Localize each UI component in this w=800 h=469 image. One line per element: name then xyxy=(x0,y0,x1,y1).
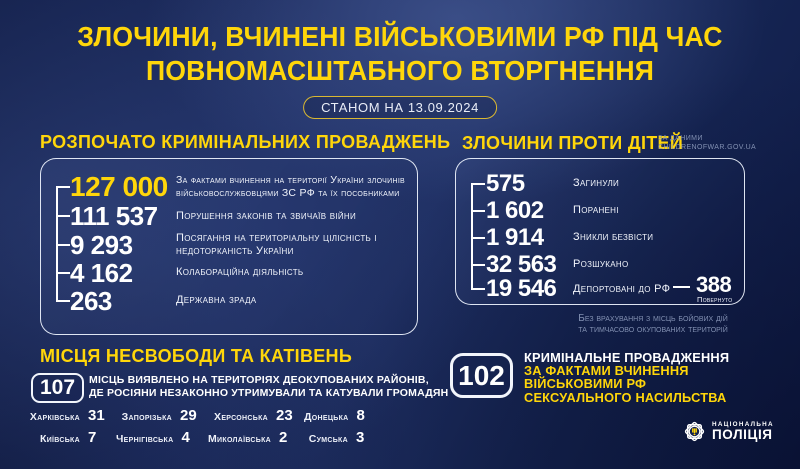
region-value: 29 xyxy=(180,407,197,424)
page-title-line1: ЗЛОЧИНИ, ВЧИНЕНІ ВІЙСЬКОВИМИ РФ ПІД ЧАС xyxy=(77,21,723,52)
as-of-date-badge: СТАНОМ НА 13.09.2024 xyxy=(303,96,497,119)
stat-label: Посягання на територіальну цілісність і … xyxy=(176,232,377,257)
proceedings-box: 127 000 111 537 9 293 4 162 263 За факта… xyxy=(40,158,418,335)
region-value: 3 xyxy=(356,429,365,446)
region-stat: Миколаївська 2 xyxy=(208,429,304,449)
bracket-tick xyxy=(471,210,485,212)
sexual-violence-text: КРИМІНАЛЬНЕ ПРОВАДЖЕННЯ ЗА ФАКТАМИ ВЧИНЕ… xyxy=(524,351,729,404)
bracket-tick xyxy=(471,264,485,266)
region-name: Київська xyxy=(40,433,80,445)
stat-value: 1 914 xyxy=(486,224,544,251)
region-stats-grid: Харківська 31 Запорізька 29 Херсонська 2… xyxy=(28,407,384,449)
region-name: Харківська xyxy=(29,411,80,423)
returned-label: Повернуто xyxy=(697,295,733,304)
region-value: 4 xyxy=(181,429,190,446)
bracket-tick xyxy=(471,183,485,185)
region-stat: Запорізька 29 xyxy=(116,407,208,427)
detention-description-line1: МІСЦЬ ВИЯВЛЕНО НА ТЕРИТОРІЯХ ДЕОКУПОВАНИ… xyxy=(89,374,429,386)
stat-value: 4 162 xyxy=(70,258,133,288)
bracket-tick xyxy=(56,244,70,246)
stat-value: 127 000 xyxy=(70,171,168,202)
stat-label: Депортовані до РФ xyxy=(573,283,671,295)
police-badge-icon xyxy=(683,420,706,443)
children-box: 575 1 602 1 914 32 563 19 546 Загинули П… xyxy=(455,158,745,305)
region-name: Херсонська xyxy=(214,411,268,423)
bracket-line xyxy=(56,186,58,301)
stat-label: Колабораційна діяльність xyxy=(176,266,304,278)
returned-value: 388 xyxy=(696,272,732,297)
sexual-violence-count-badge: 102 xyxy=(450,353,513,398)
sexual-violence-line2: ЗА ФАКТАМИ ВЧИНЕННЯ xyxy=(524,363,689,379)
region-value: 2 xyxy=(279,429,288,446)
children-footnote: Без врахування з місць бойових дій та ти… xyxy=(558,313,748,335)
region-stat: Донецька 8 xyxy=(304,407,384,427)
stat-value: 32 563 xyxy=(486,251,557,278)
detention-description-line2: ДЕ РОСІЯНИ НЕЗАКОННО УТРИМУВАЛИ ТА КАТУВ… xyxy=(89,386,449,399)
stat-label: Зникли безвісти xyxy=(573,231,654,243)
page-title: ЗЛОЧИНИ, ВЧИНЕНІ ВІЙСЬКОВИМИ РФ ПІД ЧАС … xyxy=(20,20,780,88)
stat-label: Державна зрада xyxy=(176,294,257,306)
region-value: 23 xyxy=(276,407,293,424)
region-stat: Херсонська 23 xyxy=(208,407,304,427)
stat-value: 9 293 xyxy=(70,230,133,260)
sexual-violence-line4: СЕКСУАЛЬНОГО НАСИЛЬСТВА xyxy=(524,389,727,405)
police-logo-line1: НАЦІОНАЛЬНА xyxy=(712,421,774,428)
children-footnote-line2: та тимчасово окупованих територій xyxy=(578,324,728,335)
children-source-line1: ЗА ДАНИМИ xyxy=(658,135,703,142)
bracket-tick xyxy=(56,215,70,217)
bracket-tick xyxy=(471,237,485,239)
bracket-tick xyxy=(56,272,70,274)
bracket-line xyxy=(471,183,473,290)
bracket-tick xyxy=(471,288,485,290)
region-stat: Харківська 31 xyxy=(28,407,116,427)
stat-label: Загинули xyxy=(573,177,620,189)
detention-description: МІСЦЬ ВИЯВЛЕНО НА ТЕРИТОРІЯХ ДЕОКУПОВАНИ… xyxy=(89,374,448,400)
region-name: Донецька xyxy=(304,411,349,423)
region-value: 8 xyxy=(356,407,365,424)
children-footnote-line1: Без врахування з місць бойових дій xyxy=(578,313,728,324)
police-logo: НАЦІОНАЛЬНА ПОЛІЦІЯ xyxy=(683,420,774,443)
region-name: Сумська xyxy=(308,433,348,445)
region-name: Миколаївська xyxy=(208,433,272,445)
sexual-violence-line3: ВІЙСЬКОВИМИ РФ xyxy=(524,376,647,392)
stat-value: 263 xyxy=(70,286,112,316)
stat-value: 575 xyxy=(486,170,525,197)
connector-dash xyxy=(673,286,690,288)
bracket-tick xyxy=(56,300,70,302)
stat-value: 111 537 xyxy=(70,201,158,231)
stat-label: Порушення законів та звичаїв війни xyxy=(176,210,357,222)
region-name: Чернігівська xyxy=(116,433,174,445)
bracket-tick xyxy=(56,186,70,188)
page-title-line2: ПОВНОМАСШТАБНОГО ВТОРГНЕННЯ xyxy=(145,55,655,86)
police-logo-line2: ПОЛІЦІЯ xyxy=(712,427,773,442)
children-title: ЗЛОЧИНИ ПРОТИ ДІТЕЙ xyxy=(462,133,684,153)
region-stat: Київська 7 xyxy=(28,429,116,449)
children-source-line2: CHILDRENOFWAR.GOV.UA xyxy=(658,144,757,151)
region-value: 31 xyxy=(88,407,105,424)
stat-value: 1 602 xyxy=(486,197,544,224)
police-logo-text: НАЦІОНАЛЬНА ПОЛІЦІЯ xyxy=(712,421,774,442)
stat-label: Поранені xyxy=(573,204,619,216)
stat-label: Розшукано xyxy=(573,258,629,270)
sexual-violence-line1: КРИМІНАЛЬНЕ ПРОВАДЖЕННЯ xyxy=(524,350,730,365)
region-stat: Чернігівська 4 xyxy=(116,429,208,449)
region-stat: Сумська 3 xyxy=(304,429,384,449)
region-name: Запорізька xyxy=(121,411,172,423)
detention-count-badge: 107 xyxy=(31,373,84,403)
proceedings-title: РОЗПОЧАТО КРИМІНАЛЬНИХ ПРОВАДЖЕНЬ xyxy=(40,132,451,152)
detention-title: МІСЦЯ НЕСВОБОДИ ТА КАТІВЕНЬ xyxy=(40,346,353,366)
children-source-note: ЗА ДАНИМИ CHILDRENOFWAR.GOV.UA xyxy=(658,134,756,152)
stat-value: 19 546 xyxy=(486,275,557,302)
stat-label: За фактами вчинення на території України… xyxy=(176,174,406,199)
region-value: 7 xyxy=(88,429,97,446)
